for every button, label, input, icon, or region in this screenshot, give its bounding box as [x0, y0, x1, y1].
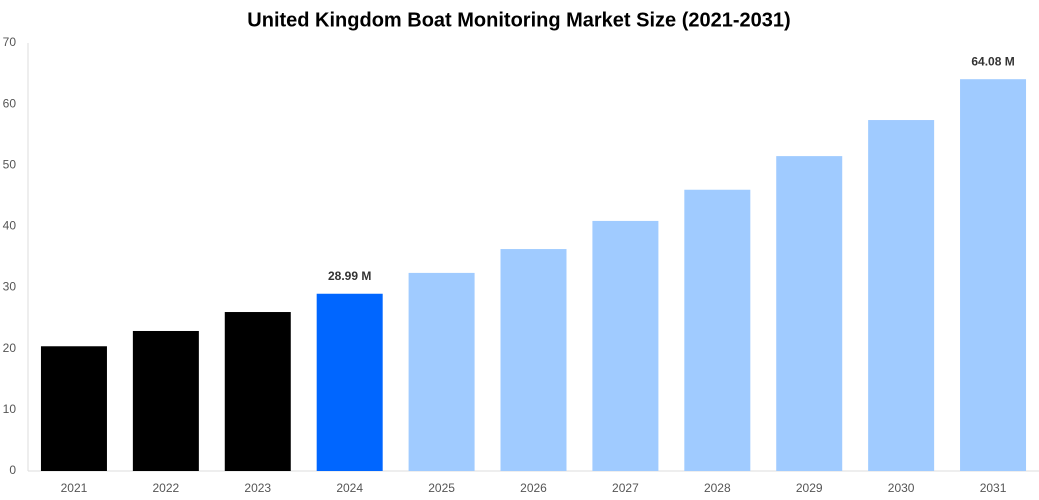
bar	[316, 293, 383, 471]
bar	[224, 312, 291, 471]
bar	[408, 272, 475, 471]
y-tick-label: 10	[3, 402, 17, 416]
x-tick-label: 2031	[980, 481, 1007, 495]
chart-title: United Kingdom Boat Monitoring Market Si…	[247, 9, 790, 31]
y-tick-label: 60	[3, 96, 17, 110]
bar	[40, 346, 107, 471]
y-tick-label: 0	[9, 463, 16, 477]
bar	[500, 249, 567, 471]
x-tick-label: 2026	[520, 481, 547, 495]
bar	[960, 79, 1027, 472]
bar	[132, 330, 199, 471]
y-tick-label: 70	[3, 35, 17, 49]
value-label: 28.99 M	[328, 269, 371, 283]
x-tick-label: 2021	[61, 481, 88, 495]
x-tick-label: 2028	[704, 481, 731, 495]
y-tick-label: 20	[3, 341, 17, 355]
y-tick-label: 40	[3, 219, 17, 233]
x-tick-label: 2024	[336, 481, 363, 495]
x-tick-label: 2027	[612, 481, 639, 495]
x-tick-label: 2023	[244, 481, 271, 495]
bar	[776, 156, 843, 471]
value-label: 64.08 M	[971, 54, 1014, 68]
y-tick-label: 30	[3, 280, 17, 294]
bar	[868, 120, 935, 471]
x-tick-label: 2022	[153, 481, 180, 495]
x-tick-label: 2030	[888, 481, 915, 495]
x-tick-label: 2029	[796, 481, 823, 495]
bar	[592, 220, 659, 471]
bar	[684, 189, 751, 471]
y-tick-label: 50	[3, 157, 17, 171]
x-tick-label: 2025	[428, 481, 455, 495]
